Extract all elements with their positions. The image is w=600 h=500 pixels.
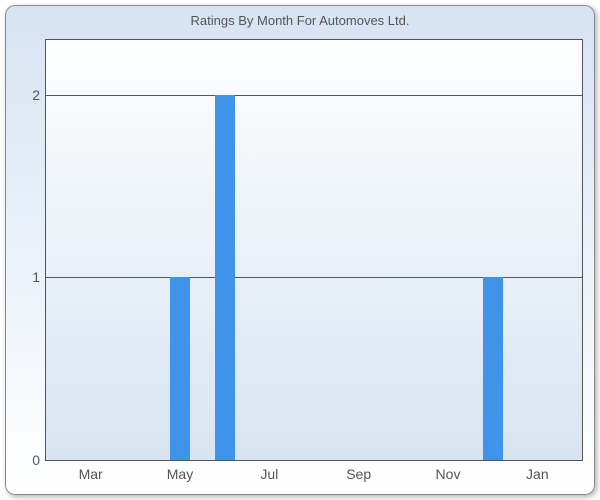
y-axis-label: 0: [32, 452, 40, 468]
x-axis-label: Nov: [436, 466, 461, 482]
x-axis-label: Jan: [526, 466, 549, 482]
x-axis-label: May: [167, 466, 193, 482]
bar: [215, 95, 235, 460]
chart-title: Ratings By Month For Automoves Ltd.: [5, 13, 595, 28]
bar: [483, 277, 503, 460]
bar: [170, 277, 190, 460]
x-axis-label: Mar: [79, 466, 103, 482]
chart-container: Ratings By Month For Automoves Ltd. 012M…: [5, 5, 595, 495]
y-axis-label: 1: [32, 269, 40, 285]
x-axis-label: Sep: [346, 466, 371, 482]
plot-area: 012MarMayJulSepNovJan: [45, 39, 583, 461]
gridline: [46, 95, 582, 96]
y-axis-label: 2: [32, 87, 40, 103]
x-axis-label: Jul: [260, 466, 278, 482]
